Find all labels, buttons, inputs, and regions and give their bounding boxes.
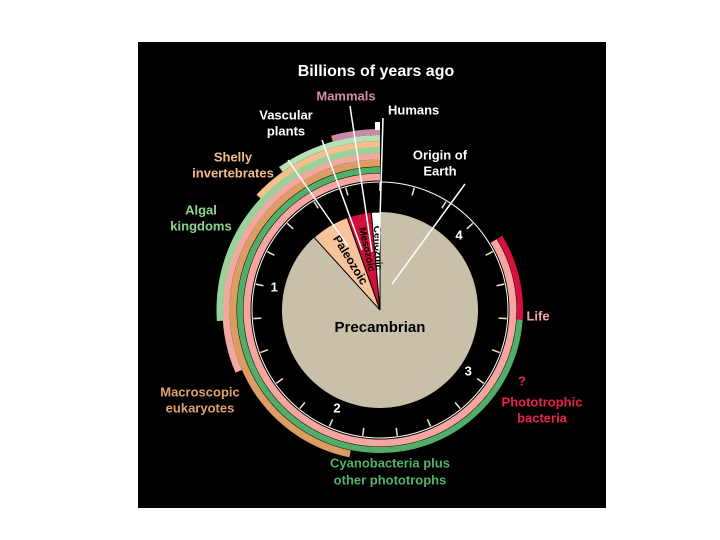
- label: Algal: [185, 202, 217, 217]
- dial-tick: [345, 187, 349, 196]
- event-ring: [237, 167, 523, 453]
- pointer: [287, 159, 349, 247]
- label: Macroscopic: [160, 384, 239, 399]
- pointer-lines: [287, 105, 466, 285]
- title: Billions of years ago: [298, 63, 455, 80]
- dial-tick: [266, 250, 275, 256]
- event-ring: [216, 146, 381, 322]
- label: plants: [267, 123, 305, 138]
- dial-tick: [299, 401, 306, 409]
- era-label: Cenozoic: [371, 226, 384, 271]
- label: kingdoms: [170, 218, 231, 233]
- dial-tick: [426, 418, 432, 427]
- scale-label: 3: [465, 364, 472, 379]
- dial-tick: [275, 378, 284, 384]
- label: Shelly: [214, 149, 253, 164]
- dial-tick: [466, 222, 474, 230]
- label: bacteria: [517, 410, 568, 425]
- event-ring: [243, 173, 517, 447]
- pointer: [391, 183, 466, 285]
- scale-label: 2: [333, 400, 340, 415]
- dial-tick: [476, 378, 485, 384]
- dial-tick: [491, 349, 500, 354]
- event-ring: [256, 141, 381, 199]
- dial-tick: [498, 317, 507, 320]
- dial-tick: [255, 283, 264, 287]
- pointer: [349, 105, 373, 253]
- dial-tick: [441, 201, 447, 209]
- pointer: [378, 117, 384, 253]
- dial-tick: [411, 187, 415, 196]
- dial-tick: [485, 250, 494, 256]
- label: invertebrates: [192, 165, 274, 180]
- label: Life: [526, 308, 549, 323]
- label: Earth: [423, 163, 456, 178]
- event-ring: [331, 129, 381, 142]
- dial-tick: [286, 222, 294, 230]
- label: eukaryotes: [166, 400, 235, 415]
- label: Mammals: [316, 88, 375, 103]
- pointer: [321, 139, 363, 251]
- label: other phototrophs: [334, 472, 447, 487]
- era-label: Precambrian: [335, 319, 426, 336]
- dial-tick: [313, 201, 319, 209]
- dial-tick: [454, 401, 461, 409]
- label: Humans: [388, 102, 439, 117]
- label: Cyanobacteria plus: [330, 455, 450, 470]
- dial-tick: [361, 427, 365, 436]
- dial-tick: [328, 418, 334, 427]
- event-ring: [222, 152, 381, 373]
- label: Vascular: [259, 107, 313, 122]
- label: Origin of: [413, 147, 468, 162]
- event-ring: [279, 135, 381, 172]
- dial-tick: [253, 317, 262, 320]
- scale-label: 1: [271, 279, 278, 294]
- event-ring: [229, 159, 381, 458]
- dial-tick: [496, 283, 505, 287]
- dial-tick: [395, 427, 399, 436]
- dial-tick: [260, 349, 269, 354]
- label: ?: [518, 373, 526, 388]
- scale-label: 4: [455, 228, 463, 243]
- event-ring: [497, 235, 523, 320]
- label: Phototrophic: [502, 394, 583, 409]
